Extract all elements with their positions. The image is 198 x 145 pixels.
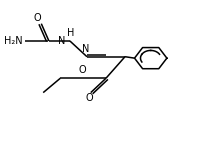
Text: H₂N: H₂N — [4, 36, 22, 46]
Text: O: O — [33, 13, 41, 23]
Text: H: H — [67, 28, 74, 38]
Text: N: N — [58, 36, 66, 46]
Text: O: O — [85, 93, 93, 103]
Text: O: O — [78, 65, 86, 75]
Text: N: N — [82, 44, 90, 54]
